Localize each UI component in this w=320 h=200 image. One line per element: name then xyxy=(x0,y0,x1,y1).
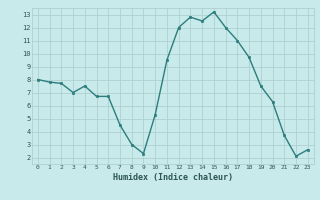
X-axis label: Humidex (Indice chaleur): Humidex (Indice chaleur) xyxy=(113,173,233,182)
